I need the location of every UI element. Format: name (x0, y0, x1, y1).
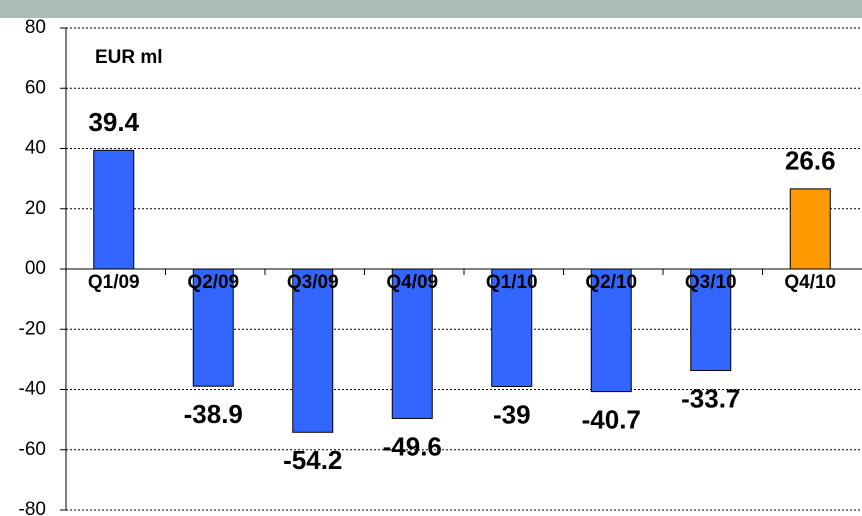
y-tick-label: -40 (19, 379, 46, 400)
x-tick-label: Q1/09 (88, 272, 140, 293)
value-label: -49.6 (383, 431, 442, 461)
value-label: -40.7 (582, 404, 641, 434)
y-tick-label: -80 (19, 499, 46, 516)
value-label: -33.7 (681, 383, 740, 413)
x-tick-label: Q2/09 (187, 272, 239, 293)
bar (93, 149, 135, 270)
x-tick-label: Q4/10 (784, 272, 836, 293)
y-tick-label: -60 (19, 439, 46, 460)
x-tick-label: Q3/09 (287, 272, 339, 293)
y-tick-label: 00 (25, 258, 46, 279)
unit-annotation: EUR ml (95, 47, 163, 68)
value-label: -39 (493, 399, 531, 429)
value-label: 39.4 (88, 107, 139, 137)
bar (690, 268, 732, 372)
y-tick-label: 80 (25, 17, 46, 38)
header-band (0, 0, 862, 18)
x-tick-label: Q4/09 (386, 272, 438, 293)
y-tick-label: 60 (25, 77, 46, 98)
bar (590, 268, 632, 393)
x-tick-label: Q1/10 (486, 272, 538, 293)
value-label: -38.9 (184, 399, 243, 429)
y-tick-label: 40 (25, 138, 46, 159)
value-label: -54.2 (283, 445, 342, 475)
bar (491, 268, 533, 387)
bar (789, 188, 831, 270)
bar (292, 268, 334, 433)
bar (391, 268, 433, 419)
x-tick-label: Q2/10 (585, 272, 637, 293)
x-tick-label: Q3/10 (685, 272, 737, 293)
y-tick-label: -20 (19, 318, 46, 339)
y-tick-label: 20 (25, 198, 46, 219)
bar (192, 268, 234, 387)
value-label: 26.6 (785, 146, 836, 176)
